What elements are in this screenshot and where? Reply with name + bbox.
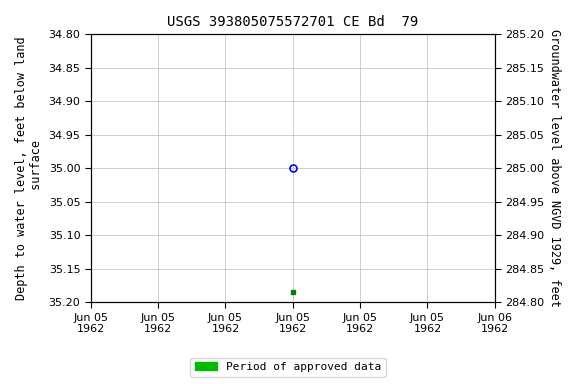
Y-axis label: Depth to water level, feet below land
 surface: Depth to water level, feet below land su… [15,36,43,300]
Y-axis label: Groundwater level above NGVD 1929, feet: Groundwater level above NGVD 1929, feet [548,30,561,307]
Title: USGS 393805075572701 CE Bd  79: USGS 393805075572701 CE Bd 79 [167,15,418,29]
Legend: Period of approved data: Period of approved data [191,358,385,377]
